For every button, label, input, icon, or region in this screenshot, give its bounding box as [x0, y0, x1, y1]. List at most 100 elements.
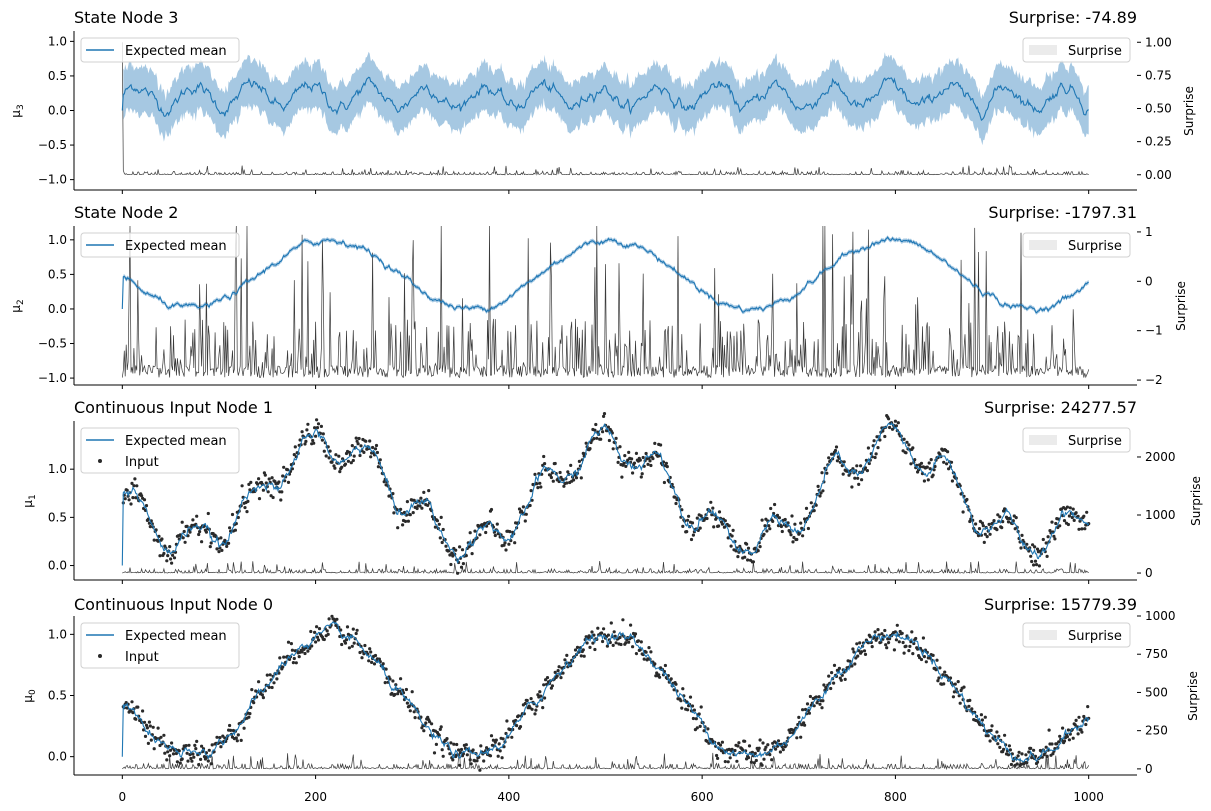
input-point [731, 528, 735, 532]
input-point [880, 632, 884, 636]
input-point [588, 645, 592, 649]
input-point [223, 538, 227, 542]
input-point [460, 548, 465, 552]
input-point [1008, 748, 1013, 752]
input-point [1003, 733, 1007, 737]
input-point [736, 744, 740, 748]
input-point [631, 471, 635, 475]
input-point [305, 428, 309, 432]
input-point [351, 627, 355, 631]
input-point [245, 510, 249, 514]
input-point [659, 443, 663, 447]
input-point [804, 506, 809, 510]
input-point [246, 499, 250, 503]
input-point [368, 439, 372, 443]
input-point [178, 761, 182, 765]
input-point [362, 450, 366, 454]
input-point [265, 673, 269, 677]
input-point [718, 743, 723, 747]
input-point [711, 506, 715, 510]
input-point [202, 755, 207, 759]
input-point [1009, 762, 1014, 767]
input-point [1015, 762, 1019, 766]
input-point [391, 492, 395, 496]
input-point [321, 432, 325, 436]
input-point [358, 650, 362, 655]
input-point [347, 450, 351, 454]
input-point [1025, 761, 1029, 765]
input-point [330, 614, 334, 618]
panel-continuous-input-node-1: Continuous Input Node 1 Surprise: 24277.… [21, 398, 1203, 584]
surprise-line [121, 225, 1090, 379]
input-point [439, 725, 443, 729]
input-point [865, 469, 870, 473]
input-point [887, 641, 891, 645]
input-point [355, 439, 359, 443]
input-point [1044, 745, 1048, 749]
input-point [995, 528, 999, 532]
input-point [627, 640, 631, 644]
input-point [752, 761, 756, 765]
input-point [870, 645, 874, 649]
input-point [358, 453, 362, 458]
input-point [184, 744, 188, 748]
y-axis-label: μ0 [21, 689, 38, 703]
input-point [925, 465, 929, 469]
input-point [878, 438, 882, 442]
input-point [451, 758, 455, 762]
legend-swatch-surprise [1029, 45, 1057, 55]
input-point [887, 417, 891, 421]
input-point [763, 524, 767, 528]
input-point [680, 508, 684, 512]
input-point [649, 463, 653, 468]
input-point [369, 650, 373, 654]
x-tick-label: 800 [884, 790, 907, 804]
y2-tick-label: −1 [1145, 324, 1163, 338]
input-point [468, 531, 472, 535]
input-point [896, 421, 900, 425]
input-point [801, 534, 805, 538]
input-point [1030, 756, 1034, 760]
input-point [762, 757, 766, 761]
input-point [933, 464, 937, 469]
y-tick-label: −1.0 [38, 173, 67, 187]
y-axis-label: μ3 [9, 104, 26, 117]
input-point [535, 482, 539, 486]
input-point [1061, 726, 1065, 730]
input-point [981, 524, 985, 528]
input-point [151, 725, 155, 729]
input-point [367, 659, 371, 663]
input-point [286, 468, 290, 472]
input-point [215, 547, 219, 551]
input-point [135, 484, 139, 488]
input-point [1080, 527, 1084, 531]
input-point [596, 626, 600, 630]
input-point [280, 490, 284, 494]
input-point [303, 651, 307, 656]
input-point [691, 533, 696, 537]
input-point [324, 454, 328, 458]
input-point [672, 688, 676, 692]
input-point [827, 456, 831, 460]
input-point [839, 678, 843, 682]
input-point [679, 699, 683, 703]
input-point [457, 748, 461, 752]
input-point [807, 711, 812, 715]
input-point [313, 426, 317, 430]
y2-tick-label: 0 [1145, 762, 1153, 776]
input-point [440, 748, 444, 752]
input-point [373, 447, 378, 451]
input-point [888, 425, 892, 430]
input-point [270, 476, 274, 480]
input-point [563, 658, 567, 662]
input-point [411, 511, 415, 515]
input-point [369, 455, 373, 459]
input-point [680, 706, 684, 710]
input-point [720, 522, 725, 526]
y2-tick-label: 0.75 [1145, 68, 1172, 82]
input-point [894, 424, 899, 428]
input-point [634, 652, 639, 656]
input-point [233, 528, 237, 532]
input-point [860, 650, 864, 654]
input-point [473, 529, 477, 533]
